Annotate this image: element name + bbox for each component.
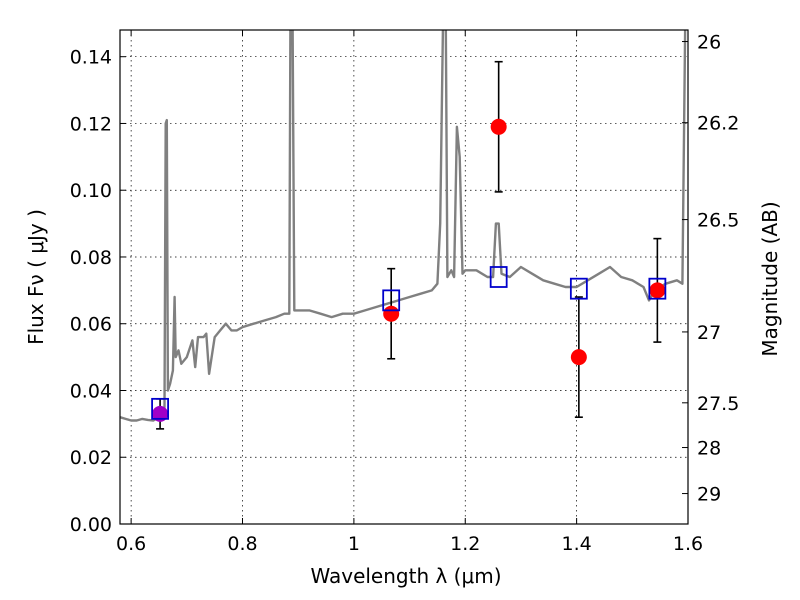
synthetic-point — [151, 397, 169, 420]
right-tick-label: 26 — [697, 32, 721, 54]
observed-point — [490, 118, 507, 135]
plot-frame — [119, 29, 689, 525]
x-tick-label: 1.2 — [450, 533, 480, 555]
x-axis-title: Wavelength λ (μm) — [310, 564, 501, 588]
synthetic-point — [648, 277, 667, 300]
observed-point — [383, 305, 400, 322]
right-tick-label: 27.5 — [697, 393, 739, 415]
right-axis: 26 26.2 26.5 27 27.5 28 29 — [682, 32, 739, 506]
right-tick-label: 29 — [697, 484, 721, 506]
y-tick-label: 0.02 — [70, 447, 112, 469]
y-axis-title: Flux Fν ( μJy ) — [24, 209, 48, 345]
y-tick-label: 0.06 — [70, 314, 112, 336]
x-tick-label: 1 — [348, 533, 360, 555]
x-tick-label: 1.6 — [673, 533, 703, 555]
x-tick-label: 0.8 — [227, 533, 257, 555]
y-tick-label: 0.08 — [70, 247, 112, 269]
right-axis-title: Magnitude (AB) — [758, 201, 782, 356]
model-spectrum-layer — [120, 30, 687, 422]
observed-point — [152, 405, 169, 422]
model-spectrum-line — [120, 30, 687, 422]
right-tick-label: 26.5 — [697, 210, 739, 232]
x-tick-label: 1.4 — [562, 533, 592, 555]
observed-point — [649, 282, 666, 299]
synthetic-point — [569, 277, 588, 300]
x-axis: 0.6 0.8 1 1.2 1.4 1.6 — [116, 30, 703, 555]
observed-point — [570, 349, 587, 366]
right-tick-label: 27 — [697, 322, 721, 344]
y-tick-label: 0.14 — [70, 47, 112, 69]
right-tick-label: 26.2 — [697, 113, 739, 135]
y-tick-label: 0.12 — [70, 113, 112, 135]
y-tick-label: 0.00 — [70, 514, 112, 536]
synthetic-point — [489, 266, 508, 288]
synthetic-points-layer — [151, 266, 667, 420]
right-tick-label: 28 — [697, 438, 721, 460]
plot-background — [120, 30, 688, 524]
x-tick-label: 0.6 — [116, 533, 146, 555]
y-tick-label: 0.04 — [70, 380, 112, 402]
synthetic-point — [382, 289, 401, 312]
y-axis: 0.00 0.02 0.04 0.06 0.08 0.10 0.12 0.14 — [70, 47, 126, 536]
y-tick-label: 0.10 — [70, 180, 112, 202]
